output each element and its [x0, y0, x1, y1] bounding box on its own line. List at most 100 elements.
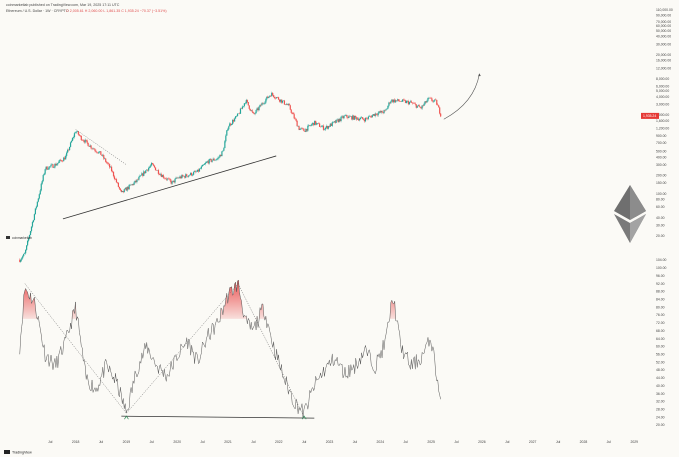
candle-body [383, 110, 385, 114]
price-tick-label: 1,200.00 [656, 127, 669, 131]
candle-body [289, 105, 291, 110]
price-tick-label: 16,000.00 [656, 59, 671, 63]
time-axis[interactable]: Jul 2018 Jul 2019 Jul 2020 Jul 2021 Jul 2022 Jul 20… [48, 440, 638, 444]
candle-body [398, 99, 400, 101]
price-tick-label: 100.00 [656, 192, 666, 196]
candle-body [268, 96, 270, 98]
candle-body [264, 102, 266, 104]
candle-body [343, 115, 345, 119]
price-tick-label: 4,000.00 [656, 95, 669, 99]
price-tick-label: 700.00 [656, 141, 666, 145]
candle-body [386, 108, 388, 110]
candle-body [73, 133, 76, 138]
candle-body [320, 126, 323, 128]
candle-body [329, 123, 331, 127]
candle-body [271, 92, 273, 97]
footer-brand[interactable]: TradingView [4, 450, 32, 455]
price-tick-label: 3,000.00 [656, 103, 669, 107]
osc-tick-label: 20.00 [656, 423, 665, 427]
candle-body [328, 126, 330, 127]
candle-body [337, 119, 339, 123]
time-tick-label: Jul [454, 440, 459, 444]
candle-body [260, 104, 262, 106]
time-tick-label: Jul [200, 440, 205, 444]
candle-body [41, 180, 43, 184]
candle-body [394, 99, 396, 103]
candle-body [248, 105, 250, 109]
candle-body [359, 119, 361, 121]
candle-body [340, 116, 342, 122]
candle-body [358, 118, 360, 121]
candle-body [97, 152, 99, 154]
candle-body [32, 220, 35, 223]
candle-body [423, 103, 425, 106]
oscillator-pane[interactable] [19, 279, 441, 418]
candle-body [45, 166, 47, 170]
candle-body [59, 159, 61, 162]
candle-body [281, 100, 284, 103]
candle-body [295, 118, 297, 121]
candle-body [231, 123, 233, 125]
candle-body [63, 157, 65, 162]
candle-body [212, 158, 214, 161]
osc-tick-label: 32.00 [656, 400, 665, 404]
price-tick-label: 30.00 [656, 223, 665, 227]
candle-body [153, 165, 156, 168]
price-tick-label: 40.00 [656, 216, 665, 220]
candle-body [65, 155, 67, 160]
candle-body [385, 109, 387, 111]
candle-body [286, 104, 288, 106]
candle-body [42, 175, 44, 181]
time-tick-label: 2028 [580, 440, 588, 444]
osc-tick-label: 84.00 [656, 297, 665, 301]
price-tick-label: 110,000.00 [656, 8, 673, 12]
candle-body [136, 179, 138, 183]
candle-body [269, 95, 271, 97]
dotted-trendline [75, 129, 127, 165]
candle-body [305, 128, 307, 132]
candle-body [30, 226, 33, 232]
candle-body [187, 176, 189, 177]
candle-body [55, 163, 57, 166]
candle-body [181, 175, 183, 179]
osc-tick-label: 56.00 [656, 352, 665, 356]
candle-body [351, 116, 353, 120]
candle-body [142, 173, 144, 176]
oscillator-overbought-fill [19, 280, 441, 319]
candle-body [354, 115, 356, 120]
time-tick-label: 2023 [326, 440, 334, 444]
candle-body [222, 150, 224, 152]
oscillator-axis[interactable]: 104.00 100.00 96.00 92.00 88.00 84.00 80.00 76.… [656, 258, 666, 427]
candle-body [165, 178, 167, 180]
candle-body [378, 111, 380, 113]
candle-body [254, 113, 256, 114]
candle-body [106, 161, 108, 163]
price-tick-label: 40,000.00 [656, 35, 671, 39]
candle-body [34, 208, 36, 215]
candle-body [192, 174, 194, 176]
candle-body [26, 245, 28, 250]
candle-body [48, 166, 50, 170]
time-tick-label: 2024 [377, 440, 385, 444]
candle-body [52, 164, 54, 168]
candle-body [276, 97, 278, 99]
candle-body [265, 99, 267, 103]
osc-tick-label: 52.00 [656, 360, 665, 364]
price-tick-label: 20.00 [656, 234, 665, 238]
candle-body [72, 137, 75, 138]
candle-body [327, 126, 329, 129]
time-tick-label: 2022 [275, 440, 283, 444]
candle-body [184, 176, 186, 178]
candle-body [217, 157, 219, 159]
candle-body [380, 110, 382, 113]
candle-body [355, 115, 357, 118]
candle-body [38, 194, 40, 199]
candle-body [109, 164, 111, 168]
candle-body [151, 163, 154, 165]
price-pane[interactable] [19, 91, 442, 263]
candle-body [433, 100, 435, 102]
candle-body [288, 104, 290, 106]
candle-body [113, 176, 116, 180]
